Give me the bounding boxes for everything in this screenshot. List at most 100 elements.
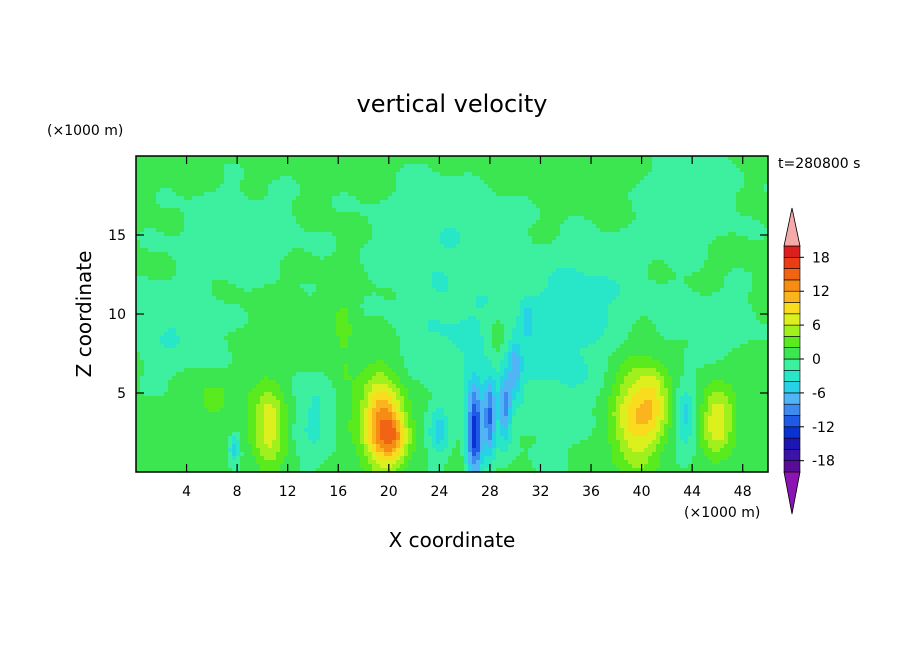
heatmap-cell xyxy=(508,260,513,265)
heatmap-cell xyxy=(612,168,617,173)
heatmap-cell xyxy=(284,216,289,221)
heatmap-cell xyxy=(512,180,517,185)
heatmap-cell xyxy=(580,228,585,233)
heatmap-cell xyxy=(232,196,237,201)
heatmap-cell xyxy=(552,164,557,169)
heatmap-cell xyxy=(272,248,277,253)
heatmap-cell xyxy=(544,232,549,237)
heatmap-cell xyxy=(224,272,229,277)
heatmap-cell xyxy=(752,188,757,193)
heatmap-cell xyxy=(200,160,205,165)
heatmap-cell xyxy=(428,208,433,213)
heatmap-cell xyxy=(668,156,673,161)
heatmap-cell xyxy=(596,204,601,209)
heatmap-cell xyxy=(232,280,237,285)
heatmap-cell xyxy=(500,172,505,177)
heatmap-cell xyxy=(448,200,453,205)
heatmap-cell xyxy=(392,240,397,245)
heatmap-cell xyxy=(400,200,405,205)
heatmap-cell xyxy=(448,276,453,281)
heatmap-cell xyxy=(424,244,429,249)
heatmap-cell xyxy=(464,192,469,197)
heatmap-cell xyxy=(416,252,421,257)
heatmap-cell xyxy=(372,192,377,197)
heatmap-cell xyxy=(228,260,233,265)
heatmap-cell xyxy=(164,208,169,213)
heatmap-cell xyxy=(240,196,245,201)
heatmap-cell xyxy=(672,164,677,169)
heatmap-cell xyxy=(712,188,717,193)
heatmap-cell xyxy=(572,236,577,241)
heatmap-cell xyxy=(208,280,213,285)
heatmap-cell xyxy=(244,160,249,165)
heatmap-cell xyxy=(616,240,621,245)
heatmap-cell xyxy=(636,184,641,189)
heatmap-cell xyxy=(208,228,213,233)
heatmap-cell xyxy=(732,228,737,233)
heatmap-cell xyxy=(336,224,341,229)
heatmap-cell xyxy=(448,212,453,217)
heatmap-cell xyxy=(192,200,197,205)
heatmap-cell xyxy=(404,208,409,213)
heatmap-cell xyxy=(152,244,157,249)
heatmap-cell xyxy=(664,204,669,209)
heatmap-cell xyxy=(588,216,593,221)
heatmap-cell xyxy=(532,176,537,181)
heatmap-cell xyxy=(220,192,225,197)
heatmap-cell xyxy=(260,164,265,169)
heatmap-cell xyxy=(464,216,469,221)
heatmap-cell xyxy=(332,172,337,177)
heatmap-cell xyxy=(380,216,385,221)
heatmap-cell xyxy=(332,156,337,161)
heatmap-cell xyxy=(596,172,601,177)
heatmap-cell xyxy=(452,176,457,181)
heatmap-cell xyxy=(444,276,449,281)
heatmap-cell xyxy=(396,248,401,253)
heatmap-cell xyxy=(232,232,237,237)
heatmap-cell xyxy=(380,248,385,253)
heatmap-cell xyxy=(644,160,649,165)
heatmap-cell xyxy=(760,196,765,201)
heatmap-cell xyxy=(676,276,681,281)
heatmap-cell xyxy=(492,220,497,225)
heatmap-cell xyxy=(672,160,677,165)
heatmap-cell xyxy=(680,232,685,237)
heatmap-cell xyxy=(556,260,561,265)
heatmap-cell xyxy=(280,208,285,213)
heatmap-cell xyxy=(168,224,173,229)
heatmap-cell xyxy=(484,232,489,237)
heatmap-cell xyxy=(492,208,497,213)
heatmap-cell xyxy=(588,268,593,273)
heatmap-cell xyxy=(296,268,301,273)
heatmap-cell xyxy=(720,168,725,173)
heatmap-cell xyxy=(740,204,745,209)
heatmap-cell xyxy=(304,212,309,217)
heatmap-cell xyxy=(320,244,325,249)
heatmap-cell xyxy=(480,244,485,249)
heatmap-cell xyxy=(488,248,493,253)
heatmap-cell xyxy=(648,236,653,241)
heatmap-cell xyxy=(648,200,653,205)
heatmap-cell xyxy=(760,180,765,185)
heatmap-cell xyxy=(208,260,213,265)
heatmap-cell xyxy=(364,164,369,169)
heatmap-cell xyxy=(656,180,661,185)
heatmap-cell xyxy=(172,264,177,269)
heatmap-cell xyxy=(388,228,393,233)
heatmap-cell xyxy=(204,244,209,249)
heatmap-cell xyxy=(384,240,389,245)
heatmap-cell xyxy=(608,268,613,273)
heatmap-cell xyxy=(168,184,173,189)
heatmap-cell xyxy=(500,196,505,201)
heatmap-cell xyxy=(644,224,649,229)
heatmap-cell xyxy=(532,248,537,253)
heatmap-cell xyxy=(360,244,365,249)
heatmap-cell xyxy=(712,240,717,245)
heatmap-cell xyxy=(396,264,401,269)
heatmap-cell xyxy=(364,200,369,205)
heatmap-cell xyxy=(184,208,189,213)
heatmap-cell xyxy=(640,160,645,165)
heatmap-cell xyxy=(712,272,717,277)
heatmap-cell xyxy=(544,192,549,197)
heatmap-cell xyxy=(520,248,525,253)
